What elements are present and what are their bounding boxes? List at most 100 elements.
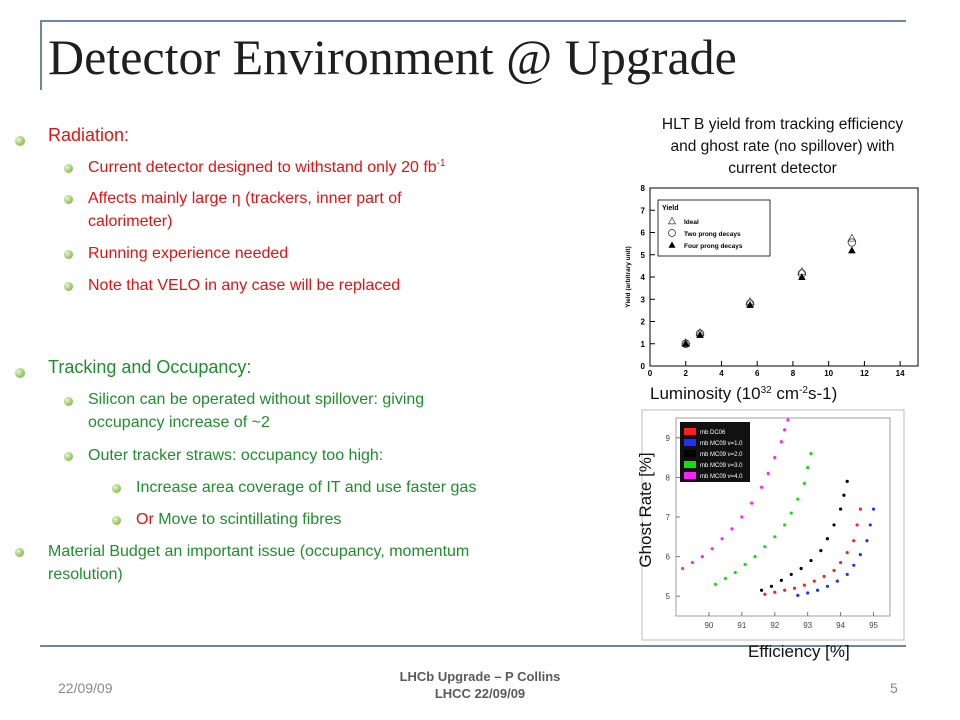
- data-point: [792, 586, 797, 590]
- y-tick-label: 1: [641, 340, 646, 349]
- data-point: [865, 539, 869, 543]
- bullet-icon: [64, 195, 73, 204]
- x-tick-label: 0: [648, 369, 653, 378]
- data-point: [766, 471, 770, 476]
- data-point: [799, 566, 803, 571]
- data-point: [819, 549, 823, 553]
- four-prong-marker: [746, 301, 754, 308]
- data-point: [845, 479, 849, 483]
- x-tick-label: 4: [719, 369, 724, 378]
- four-prong-marker: [668, 241, 676, 248]
- data-point: [852, 539, 856, 543]
- tracking-subitem-1: Increase area coverage of IT and use fas…: [136, 479, 477, 496]
- x-tick-label: 6: [755, 369, 760, 378]
- luminosity-axis-label: Luminosity (1032 cm-2s-1): [650, 384, 838, 403]
- data-point: [806, 465, 810, 470]
- y-tick-label: 9: [666, 434, 671, 443]
- data-point: [740, 515, 744, 519]
- legend-entry: mb MC09 ν=4.0: [700, 474, 743, 480]
- data-point: [858, 553, 862, 557]
- data-point: [730, 527, 734, 531]
- data-point: [783, 588, 787, 592]
- data-point: [858, 507, 862, 511]
- x-tick-label: 14: [896, 369, 905, 378]
- y-tick-label: 6: [666, 553, 671, 562]
- y-tick-label: 3: [641, 295, 646, 304]
- legend-entry: mb MC09 ν=1.0: [700, 441, 743, 447]
- material-item-cont: resolution): [48, 566, 123, 583]
- data-point: [871, 507, 876, 511]
- data-point: [845, 551, 849, 555]
- data-point: [796, 497, 800, 501]
- radiation-item-4: Note that VELO in any case will be repla…: [88, 277, 401, 294]
- data-point: [786, 418, 790, 422]
- data-point: [796, 593, 800, 598]
- data-point: [822, 574, 826, 578]
- bullet-icon: [15, 548, 24, 557]
- page-number: 5: [890, 680, 898, 696]
- four-prong-marker: [696, 331, 704, 338]
- x-tick-label: 95: [869, 621, 878, 630]
- data-point: [809, 452, 813, 456]
- x-tick-label: 94: [836, 621, 845, 630]
- tracking-heading: Tracking and Occupancy:: [48, 357, 252, 377]
- two-prong-marker: [668, 229, 676, 237]
- y-tick-label: 5: [641, 251, 646, 260]
- frame-line-bottom: [40, 645, 906, 647]
- legend-swatch: [684, 461, 696, 468]
- frame-line-top: [40, 20, 906, 22]
- data-point: [868, 523, 872, 527]
- y-tick-label: 7: [641, 206, 646, 215]
- legend-entry: mb MC09 ν=2.0: [700, 452, 743, 458]
- bullet-icon: [15, 136, 25, 146]
- data-point: [769, 584, 774, 588]
- data-point: [723, 576, 727, 580]
- data-point: [809, 558, 813, 563]
- footer-title: LHCb Upgrade – P Collins LHCC 22/09/09: [399, 669, 561, 701]
- x-tick-label: 92: [770, 621, 779, 630]
- radiation-item-2-cont: calorimeter): [88, 213, 173, 230]
- data-point: [763, 592, 767, 596]
- data-point: [753, 555, 757, 559]
- data-point: [802, 481, 806, 485]
- data-point: [760, 485, 764, 489]
- x-tick-label: 8: [791, 369, 796, 378]
- x-tick-label: 91: [737, 621, 746, 630]
- data-point: [832, 523, 836, 527]
- tracking-subitem-2: Or Move to scintillating fibres: [136, 511, 342, 528]
- bullet-icon: [64, 397, 73, 406]
- y-tick-label: 5: [666, 592, 671, 601]
- legend-entry: mb DC06: [700, 430, 726, 436]
- data-point: [700, 555, 704, 559]
- data-point: [773, 456, 777, 460]
- four-prong-marker: [681, 339, 690, 347]
- data-point: [802, 583, 806, 587]
- legend-swatch: [684, 450, 696, 457]
- data-point: [779, 578, 783, 582]
- legend-swatch: [684, 428, 696, 435]
- data-point: [825, 537, 830, 541]
- legend-entry: Ideal: [684, 219, 699, 226]
- radiation-item-1: Current detector designed to withstand o…: [88, 158, 446, 177]
- data-point: [783, 523, 787, 527]
- material-item: Material Budget an important issue (occu…: [48, 543, 470, 560]
- y-tick-label: 4: [641, 273, 646, 282]
- data-point: [825, 584, 830, 588]
- data-point: [743, 562, 747, 567]
- efficiency-axis-label: Efficiency [%]: [748, 642, 850, 661]
- data-point: [763, 545, 767, 549]
- footer-date: 22/09/09: [58, 680, 113, 696]
- data-point: [733, 570, 737, 575]
- data-point: [779, 440, 783, 444]
- x-tick-label: 93: [803, 621, 812, 630]
- radiation-item-3: Running experience needed: [88, 245, 289, 262]
- data-point: [680, 566, 685, 571]
- data-point: [760, 588, 764, 592]
- data-point: [710, 547, 714, 551]
- four-prong-marker: [798, 273, 806, 281]
- data-point: [855, 523, 859, 527]
- data-point: [806, 591, 810, 595]
- x-tick-label: 2: [684, 369, 689, 378]
